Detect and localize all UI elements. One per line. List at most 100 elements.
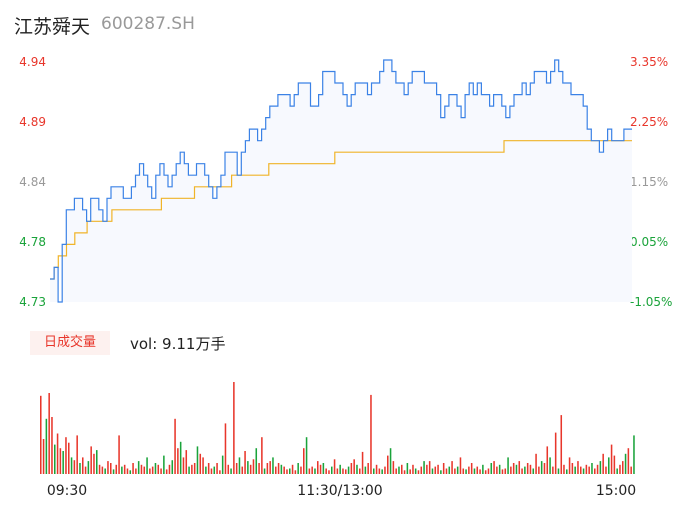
volume-bar [163, 455, 165, 474]
volume-bar [87, 461, 90, 474]
volume-bar [428, 461, 431, 474]
volume-bar [546, 446, 549, 474]
volume-bar [568, 457, 571, 474]
volume-bar [473, 468, 476, 474]
volume-bar [42, 439, 45, 474]
volume-bar [510, 466, 512, 474]
volume-bar [619, 464, 621, 474]
volume-bar [624, 453, 627, 474]
volume-bar [325, 468, 327, 474]
volume-bar [588, 466, 590, 474]
volume-bar [151, 466, 154, 474]
volume-bar [442, 463, 445, 474]
price-line [50, 59, 632, 303]
volume-bar [56, 433, 59, 474]
volume-bar [535, 453, 537, 474]
volume-bar [219, 470, 221, 474]
volume-bar [401, 464, 403, 474]
y-left-tick-label: 4.89 [19, 115, 46, 129]
volume-bar [73, 460, 76, 474]
volume-bar [470, 463, 473, 474]
volume-bar [272, 457, 274, 474]
volume-bar [227, 464, 230, 474]
volume-bar [490, 463, 493, 474]
volume-bar [599, 461, 602, 474]
volume-bar [247, 461, 249, 474]
volume-bar [596, 464, 599, 474]
volume-bar [249, 464, 252, 474]
volume-bar [417, 470, 420, 474]
x-tick-label: 11:30/13:00 [297, 483, 382, 499]
volume-bar [196, 446, 199, 474]
volume-bar [585, 464, 588, 474]
volume-bar [496, 466, 498, 474]
volume-bar [185, 450, 188, 474]
y-left-tick-label: 4.94 [19, 55, 46, 69]
volume-bar [70, 457, 73, 474]
volume-bar [610, 444, 613, 474]
volume-bar [563, 464, 565, 474]
volume-bar [135, 468, 137, 474]
volume-bar [137, 461, 140, 474]
volume-bar [202, 457, 204, 474]
volume-bar [521, 468, 523, 474]
volume-bar [289, 468, 291, 474]
y-right-tick-label: 1.15% [630, 175, 668, 189]
volume-bar [107, 461, 109, 474]
volume-bar [423, 461, 425, 474]
volume-bar [266, 463, 269, 474]
volume-bar [538, 466, 540, 474]
volume-bar [40, 395, 42, 474]
volume-bar [110, 463, 112, 474]
volume-bar [286, 469, 288, 474]
volume-bar [420, 466, 423, 474]
volume-bar [378, 468, 381, 474]
volume-bar [205, 466, 207, 474]
y-right-tick-label: 0.05% [630, 235, 668, 249]
volume-bar [308, 468, 311, 474]
volume-period-badge[interactable]: 日成交量 [30, 331, 110, 355]
volume-bar [224, 423, 227, 474]
volume-bar [493, 461, 495, 474]
volume-bar [440, 470, 442, 474]
y-left-tick-label: 4.78 [19, 235, 46, 249]
volume-bar [263, 468, 266, 474]
volume-bar [434, 466, 437, 474]
volume-bar [356, 464, 358, 474]
volume-bar [462, 468, 465, 474]
volume-bar [160, 468, 162, 474]
y-right-tick-label: 2.25% [630, 115, 668, 129]
volume-bar [437, 464, 439, 474]
volume-bar [84, 466, 87, 474]
volume-bar [504, 468, 507, 474]
volume-bar [384, 466, 386, 474]
volume-bar [216, 463, 218, 474]
volume-bar [403, 470, 406, 474]
volume-bar [143, 466, 146, 474]
volume-bar [174, 418, 176, 474]
volume-bar [367, 463, 369, 474]
volume-bar [487, 468, 490, 474]
volume-bar [549, 457, 551, 474]
volume-bar [275, 466, 277, 474]
volume-bar [577, 461, 579, 474]
volume-bar [182, 457, 185, 474]
volume-bar [252, 459, 255, 474]
volume-bar [451, 461, 453, 474]
volume-bar [373, 468, 375, 474]
volume-bar [630, 466, 632, 474]
volume-bar [560, 415, 563, 474]
volume-bar [594, 468, 596, 474]
y-left-tick-label: 4.84 [19, 175, 46, 189]
volume-bar [291, 464, 294, 474]
y-right-tick-label: 3.35% [630, 55, 668, 69]
volume-bar [484, 470, 487, 474]
volume-bar [361, 451, 364, 474]
volume-bar [221, 455, 224, 474]
volume-bar [566, 469, 568, 474]
volume-bar [213, 466, 216, 474]
stock-name: 江苏舜天 [14, 16, 91, 38]
volume-bar [146, 457, 148, 474]
volume-bar [381, 469, 383, 474]
volume-bar [154, 463, 157, 474]
